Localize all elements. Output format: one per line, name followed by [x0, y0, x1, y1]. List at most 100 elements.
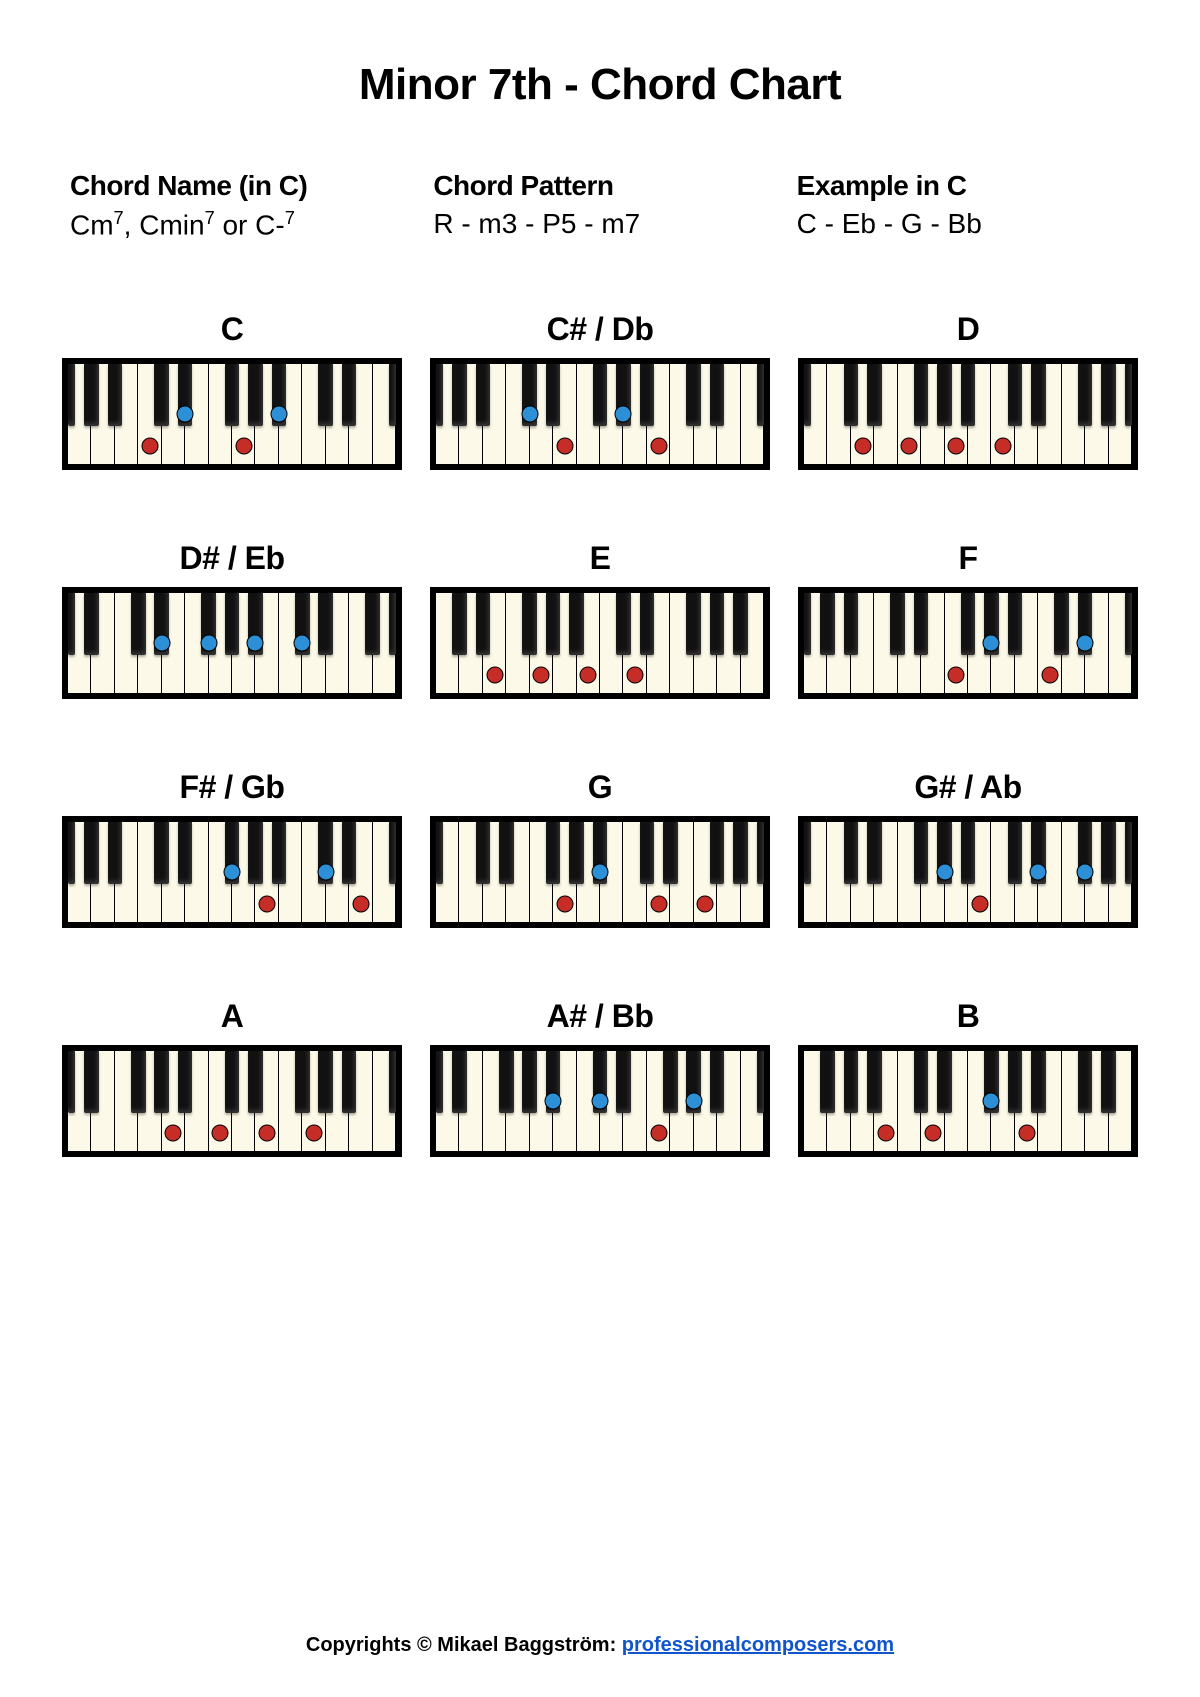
- black-key: [1031, 364, 1046, 426]
- chord-note-dot: [545, 1093, 562, 1110]
- black-key: [820, 1051, 835, 1113]
- black-key: [365, 593, 380, 655]
- chord-note-dot: [854, 438, 871, 455]
- black-key: [1078, 1051, 1093, 1113]
- chord-cell: C: [62, 311, 402, 470]
- keyboard: [798, 587, 1138, 699]
- black-key: [84, 364, 99, 426]
- chord-cell: E: [430, 540, 770, 699]
- chord-label: B: [798, 998, 1138, 1035]
- black-key: [154, 822, 169, 884]
- chord-note-dot: [247, 635, 264, 652]
- keyboard: [62, 1045, 402, 1157]
- chord-note-dot: [317, 864, 334, 881]
- black-key: [154, 1051, 169, 1113]
- black-key: [844, 1051, 859, 1113]
- black-key: [68, 593, 75, 655]
- black-key: [389, 593, 396, 655]
- black-key: [616, 1051, 631, 1113]
- black-key: [1054, 593, 1069, 655]
- chord-label: G# / Ab: [798, 769, 1138, 806]
- chord-note-dot: [924, 1125, 941, 1142]
- footer-text: Copyrights © Mikael Baggström:: [306, 1634, 622, 1656]
- black-key: [154, 364, 169, 426]
- chord-label: A: [62, 998, 402, 1035]
- chord-note-dot: [270, 406, 287, 423]
- info-head-name: Chord Name (in C): [70, 170, 403, 202]
- black-key: [757, 1051, 764, 1113]
- chord-note-dot: [971, 896, 988, 913]
- chord-grid: CC# / DbDD# / EbEFF# / GbGG# / AbAA# / B…: [62, 311, 1138, 1157]
- black-key: [640, 822, 655, 884]
- black-key: [569, 593, 584, 655]
- black-key: [342, 364, 357, 426]
- black-key: [844, 364, 859, 426]
- black-key: [546, 822, 561, 884]
- keyboard: [430, 816, 770, 928]
- black-key: [733, 593, 748, 655]
- black-key: [710, 1051, 725, 1113]
- black-key: [844, 593, 859, 655]
- black-key: [1008, 593, 1023, 655]
- chord-note-dot: [983, 1093, 1000, 1110]
- chord-note-dot: [627, 667, 644, 684]
- black-key: [476, 364, 491, 426]
- black-key: [640, 364, 655, 426]
- chord-note-dot: [878, 1125, 895, 1142]
- black-key: [1031, 1051, 1046, 1113]
- footer: Copyrights © Mikael Baggström: professio…: [0, 1634, 1200, 1657]
- black-key: [84, 593, 99, 655]
- chord-note-dot: [294, 635, 311, 652]
- black-key: [663, 822, 678, 884]
- black-key: [476, 822, 491, 884]
- chord-label: G: [430, 769, 770, 806]
- black-key: [844, 822, 859, 884]
- info-col-pattern: Chord Pattern R - m3 - P5 - m7: [433, 170, 766, 241]
- page-title: Minor 7th - Chord Chart: [60, 60, 1140, 110]
- footer-link[interactable]: professionalcomposers.com: [622, 1634, 894, 1656]
- chord-label: F# / Gb: [62, 769, 402, 806]
- chord-label: A# / Bb: [430, 998, 770, 1035]
- chord-label: E: [430, 540, 770, 577]
- chord-note-dot: [650, 438, 667, 455]
- chord-cell: F: [798, 540, 1138, 699]
- chord-cell: A# / Bb: [430, 998, 770, 1157]
- black-key: [318, 364, 333, 426]
- black-key: [710, 593, 725, 655]
- keyboard: [430, 358, 770, 470]
- black-key: [342, 822, 357, 884]
- chord-note-dot: [259, 1125, 276, 1142]
- black-key: [804, 364, 811, 426]
- chord-note-dot: [556, 896, 573, 913]
- chord-label: F: [798, 540, 1138, 577]
- chord-note-dot: [901, 438, 918, 455]
- chord-note-dot: [142, 438, 159, 455]
- chord-cell: B: [798, 998, 1138, 1157]
- black-key: [436, 822, 443, 884]
- chord-cell: G# / Ab: [798, 769, 1138, 928]
- chord-note-dot: [615, 406, 632, 423]
- chord-note-dot: [224, 864, 241, 881]
- black-key: [108, 364, 123, 426]
- chord-note-dot: [235, 438, 252, 455]
- black-key: [1101, 364, 1116, 426]
- chord-note-dot: [556, 438, 573, 455]
- keyboard: [430, 587, 770, 699]
- black-key: [820, 593, 835, 655]
- chord-note-dot: [1077, 635, 1094, 652]
- black-key: [1125, 822, 1132, 884]
- black-key: [389, 822, 396, 884]
- chord-cell: D: [798, 311, 1138, 470]
- keyboard: [798, 1045, 1138, 1157]
- black-key: [686, 364, 701, 426]
- black-key: [569, 822, 584, 884]
- black-key: [248, 364, 263, 426]
- black-key: [1125, 593, 1132, 655]
- chord-cell: F# / Gb: [62, 769, 402, 928]
- black-key: [318, 1051, 333, 1113]
- chord-note-dot: [592, 864, 609, 881]
- keyboard: [798, 816, 1138, 928]
- black-key: [342, 1051, 357, 1113]
- chord-note-dot: [948, 438, 965, 455]
- chord-label: D# / Eb: [62, 540, 402, 577]
